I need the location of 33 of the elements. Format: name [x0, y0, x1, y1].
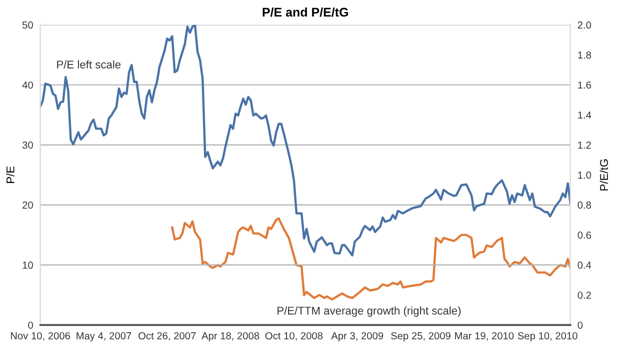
y2-tick-label: 1.2	[578, 141, 591, 149]
x-tick-label: Sep 10, 2010	[518, 332, 578, 342]
y-tick-label: 20	[22, 202, 33, 209]
y2-tick-label: 0.4	[578, 262, 592, 269]
y2-tick-label: 0	[578, 322, 583, 329]
y2-tick-label: 0.6	[578, 232, 591, 239]
x-tick-label: Mar 19, 2010	[455, 332, 514, 341]
x-tick-label: Apr 3, 2009	[331, 332, 384, 342]
y-tick-label: 10	[22, 262, 33, 269]
y2-tick-label: 2.0	[578, 21, 592, 29]
series-label: P/E left scale	[57, 60, 121, 68]
y2-tick-label: 1.8	[578, 51, 591, 59]
line-series	[171, 217, 570, 301]
y-tick-label: 50	[22, 21, 33, 29]
line-series	[40, 24, 570, 256]
y2-tick-label: 0.8	[578, 202, 591, 209]
y-axis-title: P/E	[6, 166, 14, 183]
y2-tick-label: 0.2	[578, 292, 591, 299]
x-tick-label: Oct 10, 2008	[265, 332, 323, 341]
x-tick-label: Oct 26, 2007	[138, 332, 196, 341]
y2-tick-label: 1.4	[578, 112, 592, 119]
y2-tick-label: 1.6	[578, 81, 591, 89]
x-tick-label: Nov 10, 2006	[10, 332, 70, 341]
y-tick-label: 0	[28, 322, 33, 329]
series-label: P/E/TTM average growth (right scale)	[278, 306, 461, 317]
x-tick-label: Apr 18, 2008	[202, 332, 260, 342]
y2-tick-label: 1.0	[578, 172, 592, 179]
x-tick-label: May 4, 2007	[76, 332, 132, 342]
y2-axis-title: P/E/tG	[600, 159, 608, 190]
chart-title: P/E and P/E/tG	[262, 7, 348, 17]
x-tick-label: Sep 25, 2009	[391, 332, 450, 342]
y-tick-label: 30	[22, 141, 33, 149]
y-tick-label: 40	[22, 81, 33, 89]
